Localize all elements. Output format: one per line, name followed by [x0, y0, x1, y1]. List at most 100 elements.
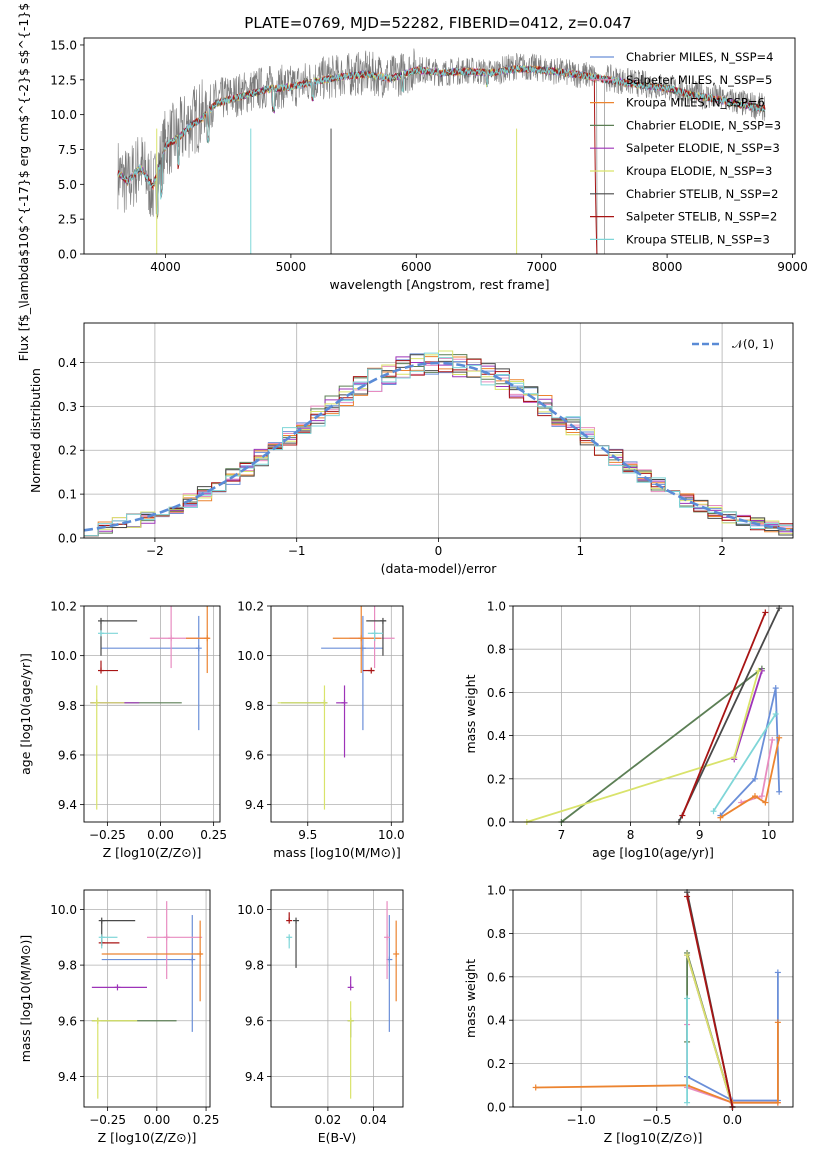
mass-vs-extinction-panel: 0.02 0.04 9.4 9.6 9.8 10.0 E(B-V) [237, 889, 404, 1145]
spectrum-x-axis-label: wavelength [Angstrom, rest frame] [329, 277, 549, 292]
y-axis-label: mass weight [463, 674, 478, 753]
y-tick-label: 9.6 [245, 748, 264, 762]
figure-title: PLATE=0769, MJD=52282, FIBERID=0412, z=0… [244, 14, 631, 32]
x-tick-label: 1 [576, 544, 584, 558]
axes-frame [270, 889, 404, 1108]
y-tick-label: 0.6 [487, 970, 506, 984]
weight-series-9 [712, 713, 777, 812]
y-tick-label: 10.0 [50, 903, 77, 917]
weight-vs-metallicity-panel: −1.0 −0.5 0.0 0.0 0.2 0.4 0.6 0.8 1.0 Z [log10(Z/… [463, 884, 794, 1145]
x-tick-label: 0.25 [193, 1113, 220, 1127]
weight-vs-age-panel: 7 8 9 10 0.0 0.2 0.4 0.6 0.8 1.0 age [log10(age/yr… [463, 600, 794, 860]
weight-series-4 [560, 667, 763, 823]
axes-frame [83, 322, 794, 539]
y-tick-label: 0.1 [58, 488, 77, 502]
y-tick-label: 9.4 [245, 798, 264, 812]
y-tick-label: 9.8 [58, 699, 77, 713]
spectrum-y-axis-label: Flux [f$_\lambda$10$^{-17}$ erg cm$^{-2}… [16, 0, 31, 361]
x-tick-label: 0.04 [360, 1113, 387, 1127]
spectrum-plot-area [117, 48, 766, 254]
y-tick-label: 9.4 [245, 1070, 264, 1084]
weight-series-1 [719, 687, 781, 817]
legend-entry: Chabrier ELODIE, N_SSP=3 [626, 118, 781, 132]
y-tick-label: 0.8 [487, 927, 506, 941]
y-tick-label: 0.0 [487, 816, 506, 830]
y-tick-label: 0.2 [58, 444, 77, 458]
x-tick-label: −1.0 [567, 1113, 596, 1127]
legend-entry: Salpeter STELIB, N_SSP=2 [626, 210, 777, 224]
weight-series-7 [678, 607, 781, 823]
x-axis-label: Z [log10(Z/Z⊙)] [98, 1130, 197, 1145]
legend-entry: Salpeter MILES, N_SSP=5 [626, 73, 772, 87]
y-tick-label: 0.2 [487, 1057, 506, 1071]
legend-entry: 𝒩(0, 1) [732, 337, 774, 351]
x-tick-label: 0.02 [315, 1113, 342, 1127]
x-axis-label: Z [log10(Z/Z⊙)] [604, 1130, 703, 1145]
x-axis-label: Z [log10(Z/Z⊙)] [103, 845, 202, 860]
legend-entry: Chabrier MILES, N_SSP=4 [626, 50, 773, 64]
weight-series-6 [686, 954, 734, 1108]
y-tick-label: 1.0 [487, 600, 506, 614]
x-tick-label: 0.25 [200, 828, 227, 842]
y-tick-label: 1.0 [487, 884, 506, 898]
legend-entry: Kroupa MILES, N_SSP=6 [626, 96, 765, 110]
y-tick-label: 9.8 [58, 959, 77, 973]
axes-frame [512, 889, 794, 1108]
axes-frame [83, 605, 221, 823]
x-tick-label: 9.5 [298, 828, 317, 842]
y-tick-label: 0.2 [487, 772, 506, 786]
legend-entry: Kroupa STELIB, N_SSP=3 [626, 232, 770, 246]
weight-series-5 [733, 670, 763, 760]
residual-x-axis-label: (data-model)/error [381, 561, 498, 576]
residual-panel: −2 −1 0 1 2 0.0 0.1 0.2 0.3 0.4 (data-model)/error… [28, 322, 794, 576]
x-tick-label: 9000 [777, 260, 808, 274]
x-tick-label: −1 [288, 544, 306, 558]
y-tick-label: 5.0 [58, 178, 77, 192]
weight-series-8 [681, 612, 767, 816]
mass-vs-metallicity-panel: −0.25 0.00 0.25 9.4 9.6 9.8 10.0 Z [log10(Z/Z⊙)… [18, 889, 220, 1145]
x-tick-label: 0.0 [723, 1113, 742, 1127]
x-tick-label: 0.00 [147, 828, 174, 842]
y-axis-label: mass weight [463, 959, 478, 1038]
y-axis-label: mass [log10(M/M⊙)] [18, 935, 33, 1063]
x-tick-label: 0.00 [143, 1113, 170, 1127]
x-tick-label: 10.0 [378, 828, 405, 842]
axes-frame [270, 605, 404, 823]
y-axis-label: age [log10(age/yr)] [18, 653, 33, 775]
x-tick-label: −0.25 [89, 1113, 126, 1127]
y-tick-label: 9.8 [245, 699, 264, 713]
y-tick-label: 10.0 [50, 649, 77, 663]
age-vs-mass-panel: 9.5 10.0 9.4 9.6 9.8 10.0 10.2 mass [log10(M/M⊙… [237, 600, 404, 861]
x-tick-label: −2 [146, 544, 164, 558]
spectrum-panel: 4000 5000 6000 7000 8000 9000 0.0 2.5 5.0 7.5 10.0… [16, 0, 808, 361]
y-tick-label: 0.4 [58, 356, 77, 370]
y-tick-label: 0.4 [487, 729, 506, 743]
y-tick-label: 9.6 [58, 748, 77, 762]
y-tick-label: 10.0 [50, 108, 77, 122]
y-tick-label: 9.6 [245, 1014, 264, 1028]
residual-y-axis-label: Normed distribution [28, 368, 43, 493]
y-tick-label: 0.4 [487, 1014, 506, 1028]
axes-frame [512, 605, 794, 823]
y-tick-label: 0.8 [487, 643, 506, 657]
x-axis-label: mass [log10(M/M⊙)] [273, 845, 401, 860]
axes-frame [83, 889, 211, 1108]
y-tick-label: 10.2 [50, 600, 77, 614]
age-vs-metallicity-panel: −0.25 0.00 0.25 9.4 9.6 9.8 10.0 10.2 Z [log10(Z… [18, 600, 227, 861]
x-axis-label: age [log10(age/yr)] [592, 845, 714, 860]
x-tick-label: 5000 [276, 260, 307, 274]
weight-series-3 [719, 737, 781, 819]
x-tick-label: 7000 [526, 260, 557, 274]
y-tick-label: 0.0 [487, 1101, 506, 1115]
x-tick-label: 6000 [401, 260, 432, 274]
x-tick-label: 4000 [150, 260, 181, 274]
y-tick-label: 9.6 [58, 1014, 77, 1028]
x-tick-label: −0.5 [642, 1113, 671, 1127]
legend-entry: Salpeter ELODIE, N_SSP=3 [626, 141, 780, 155]
x-tick-label: 2 [718, 544, 726, 558]
y-tick-label: 10.0 [237, 903, 264, 917]
gaussian-reference-line [83, 361, 794, 532]
spectrum-drop-line [593, 79, 598, 254]
axes-frame [83, 37, 796, 255]
